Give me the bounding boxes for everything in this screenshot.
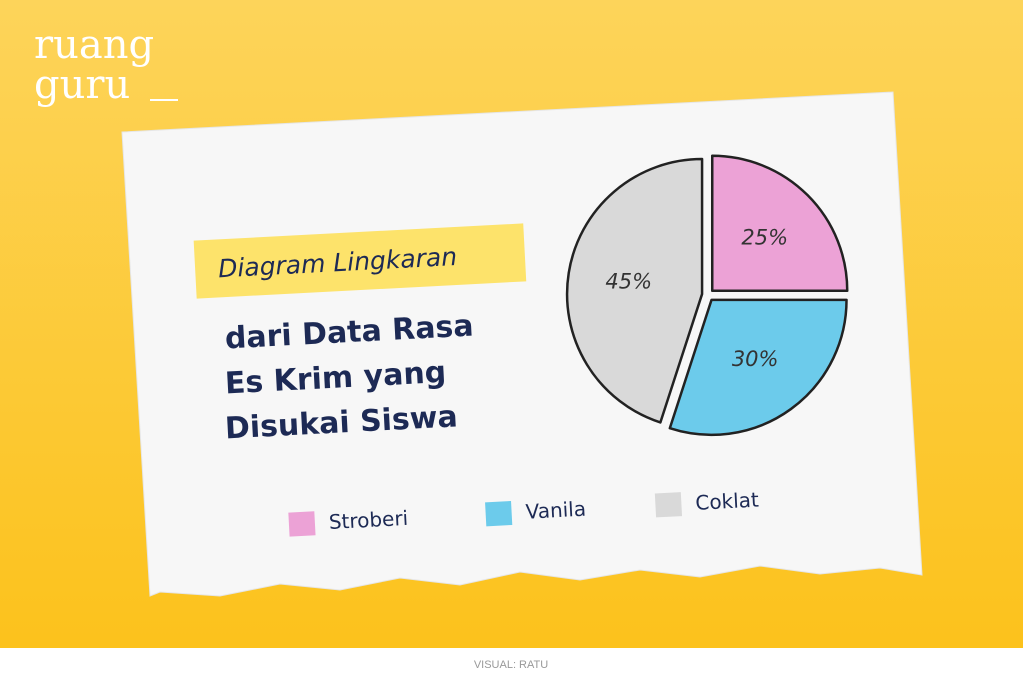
- legend: Stroberi Vanila Coklat: [288, 488, 760, 537]
- legend-label: Coklat: [695, 488, 760, 515]
- pie-slice: [668, 298, 848, 437]
- title-box: Diagram Lingkaran: [193, 223, 527, 299]
- legend-swatch: [288, 511, 316, 537]
- legend-label: Stroberi: [328, 506, 408, 534]
- legend-label: Vanila: [525, 497, 587, 524]
- credit: VISUAL: RATU: [474, 659, 548, 671]
- footer: [0, 648, 1023, 682]
- logo-line: guru: [34, 62, 130, 108]
- title-highlight: [193, 223, 527, 299]
- slice-label: 30%: [732, 347, 779, 371]
- pie: 25% 30% 45%: [565, 154, 849, 437]
- legend-swatch: [654, 492, 683, 518]
- slice-label: 25%: [741, 225, 788, 249]
- pie-slice: [565, 157, 704, 424]
- pie-slice: [710, 154, 849, 293]
- slice-label: 45%: [605, 269, 652, 293]
- logo-line: ruang: [34, 22, 154, 68]
- legend-swatch: [485, 500, 513, 527]
